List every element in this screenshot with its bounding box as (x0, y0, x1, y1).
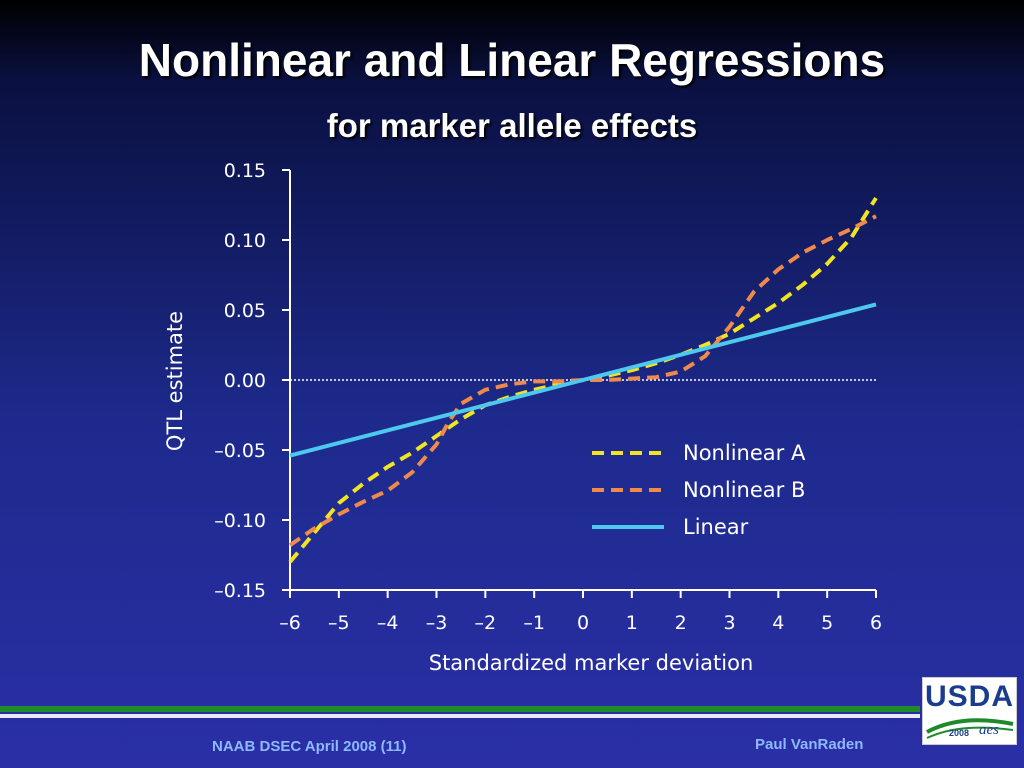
axes-layer: 0.15 0.10 0.05 0.00 –0.05 –0.10 –0.15 –6 –5 –4 –3 –… (214, 160, 882, 634)
y-tick-label: –0.15 (214, 580, 266, 602)
slide-title: Nonlinear and Linear Regressions (138, 34, 886, 86)
usda-logo-year: 2008 (949, 728, 970, 738)
footer-divider-white (0, 714, 920, 718)
x-tick-label: 5 (821, 612, 833, 634)
slide-subtitle: for marker allele effects (326, 107, 698, 144)
regression-chart: 0.15 0.10 0.05 0.00 –0.05 –0.10 –0.15 –6 –5 –4 –3 –… (163, 160, 882, 675)
usda-logo-swoosh-icon (926, 718, 1014, 739)
x-axis-label: Standardized marker deviation (429, 651, 754, 675)
y-tick-label: –0.10 (214, 510, 266, 532)
footer-divider-green (0, 706, 920, 712)
x-tick-label: –3 (426, 612, 448, 634)
x-tick-label: –1 (523, 612, 545, 634)
series-line-linear (289, 302, 877, 458)
x-tick-label: –4 (377, 612, 399, 634)
legend-label-nonlinear-b: Nonlinear B (683, 478, 805, 502)
y-tick-label: 0.15 (224, 160, 266, 182)
y-tick-label: 0.05 (224, 300, 266, 322)
x-tick-label: 2 (675, 612, 687, 634)
x-tick-label: 3 (723, 612, 735, 634)
x-tick-label: 0 (577, 612, 589, 634)
y-tick-label: –0.05 (214, 440, 266, 462)
usda-logo-text: USDA (924, 680, 1014, 713)
ars-mark-icon: aes (979, 722, 999, 738)
x-tick-label: 4 (772, 612, 784, 634)
legend-label-nonlinear-a: Nonlinear A (683, 441, 806, 465)
y-tick-label: 0.00 (224, 370, 266, 392)
usda-logo: USDA 2008 aes (922, 677, 1017, 745)
series-layer (288, 196, 878, 564)
y-tick-label: 0.10 (224, 230, 266, 252)
legend-label-linear: Linear (683, 515, 749, 539)
y-axis-label: QTL estimate (163, 311, 187, 451)
x-tick-label: –2 (475, 612, 497, 634)
series-line-nonlinear-b (288, 214, 877, 547)
x-tick-label: –5 (328, 612, 350, 634)
footer-author: Paul VanRaden (755, 736, 864, 753)
footer-presentation-info: NAAB DSEC April 2008 (11) (212, 738, 407, 755)
x-tick-label: 6 (870, 612, 882, 634)
x-tick-label: 1 (626, 612, 638, 634)
legend: Nonlinear A Nonlinear B Linear (592, 441, 806, 539)
series-line-nonlinear-a (288, 196, 878, 564)
x-tick-label: –6 (279, 612, 301, 634)
